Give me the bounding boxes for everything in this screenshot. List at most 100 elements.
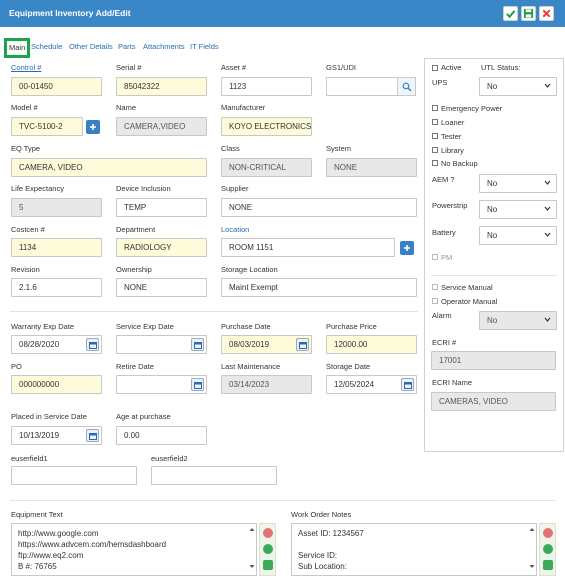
pm-checkbox[interactable] [432,254,438,260]
zoom-icon[interactable] [263,544,273,554]
placed-in-service-input[interactable]: 10/13/2019 [11,426,102,445]
location-add-button[interactable] [400,241,414,255]
aem-value: No [487,179,498,188]
tab-schedule[interactable]: Schedule [31,42,63,51]
chevron-down-icon [544,83,551,88]
model-input[interactable]: TVC-5100-2 [11,117,83,136]
storage-date-calendar-button[interactable] [401,378,414,391]
tab-attachments[interactable]: Attachments [143,42,185,51]
save-disk-button[interactable] [521,6,536,21]
loaner-label: Loaner [441,118,465,127]
device-inclusion-input[interactable]: TEMP [116,198,207,217]
active-checkbox[interactable] [432,65,438,71]
service-exp-input[interactable] [116,335,207,354]
title-bar: Equipment Inventory Add/Edit [0,0,565,27]
emergency-power-checkbox[interactable] [432,105,438,111]
service-manual-checkbox[interactable] [432,284,438,290]
service-exp-calendar-button[interactable] [191,338,204,351]
work-order-notes-area[interactable]: Asset ID: 1234567 Service ID: Sub Locati… [291,523,537,576]
clock-icon[interactable] [543,528,553,538]
location-label[interactable]: Location [221,225,250,234]
placed-in-service-calendar-button[interactable] [86,429,99,442]
supplier-input[interactable]: NONE [221,198,417,217]
no-backup-checkbox[interactable] [432,160,438,166]
loaner-checkbox[interactable] [432,119,438,125]
po-input[interactable]: 000000000 [11,375,102,394]
control-input[interactable]: 00-01450 [11,77,102,96]
aem-label: AEM ? [432,175,455,184]
list-icon[interactable] [263,560,273,570]
work-order-notes-line [298,539,530,550]
system-label: System [326,144,352,153]
powerstrip-value: No [487,205,498,214]
alarm-select[interactable]: No [479,311,557,330]
battery-select[interactable]: No [479,226,557,245]
last-maintenance-label: Last Maintenance [221,362,281,371]
euserfield1-input[interactable] [11,466,137,485]
purchase-date-calendar-button[interactable] [296,338,309,351]
ecri-no-input: 17001 [431,351,556,370]
pm-label: PM [441,253,453,262]
asset-input[interactable]: 1123 [221,77,312,96]
zoom-icon[interactable] [543,544,553,554]
list-icon[interactable] [543,560,553,570]
age-at-purchase-label: Age at purchase [116,412,171,421]
scrollbar-icon[interactable] [249,527,255,573]
tab-other-details[interactable]: Other Details [69,42,113,51]
manufacturer-label: Manufacturer [221,103,266,112]
location-input[interactable]: ROOM 1151 [221,238,395,257]
scrollbar-icon[interactable] [529,527,535,573]
control-label[interactable]: Control # [11,63,42,72]
alarm-label: Alarm [432,311,452,320]
system-input: NONE [326,158,417,177]
serial-input[interactable]: 85042322 [116,77,207,96]
euserfield1-label: euserfield1 [11,454,48,463]
age-at-purchase-input[interactable]: 0.00 [116,426,207,445]
manufacturer-input[interactable]: KOYO ELECTRONICS [221,117,312,136]
operator-manual-checkbox[interactable] [432,298,438,304]
model-add-button[interactable] [86,120,100,134]
clock-icon[interactable] [263,528,273,538]
eqtype-input[interactable]: CAMERA, VIDEO [11,158,207,177]
storage-location-input[interactable]: Maint Exempt [221,278,417,297]
save-check-button[interactable] [503,6,518,21]
serial-label: Serial # [116,63,142,72]
warranty-exp-calendar-button[interactable] [86,338,99,351]
chevron-down-icon [544,206,551,211]
tab-parts[interactable]: Parts [118,42,136,51]
tab-it-fields[interactable]: IT Fields [190,42,219,51]
operator-manual-label: Operator Manual [441,297,498,306]
gsudi-search-button[interactable] [397,77,416,96]
library-checkbox[interactable] [432,147,438,153]
alarm-value: No [487,316,498,325]
purchase-date-label: Purchase Date [221,322,271,331]
euserfield2-input[interactable] [151,466,277,485]
aem-select[interactable]: No [479,174,557,193]
utl-status-select[interactable]: No [479,77,557,96]
work-order-notes-line: Sub Location: [298,562,347,571]
search-icon [402,82,411,91]
tester-checkbox[interactable] [432,133,438,139]
costcen-input[interactable]: 1134 [11,238,102,257]
tab-main[interactable]: Main [4,38,31,58]
powerstrip-select[interactable]: No [479,200,557,219]
utl-status-label: UTL Status: [481,63,521,72]
purchase-date-input[interactable]: 08/03/2019 [221,335,312,354]
warranty-exp-input[interactable]: 08/28/2020 [11,335,102,354]
equipment-text-tools [259,523,276,576]
revision-input[interactable]: 2.1.6 [11,278,102,297]
equipment-text-area[interactable]: http://www.google.com https://www.advcem… [11,523,257,576]
gsudi-input[interactable] [326,77,398,96]
storage-date-input[interactable]: 12/05/2024 [326,375,417,394]
equipment-text-label: Equipment Text [11,510,63,519]
retire-date-calendar-button[interactable] [191,378,204,391]
battery-label: Battery [432,228,456,237]
purchase-price-input[interactable]: 12000.00 [326,335,417,354]
retire-date-input[interactable] [116,375,207,394]
section-divider [10,311,418,312]
ownership-input[interactable]: NONE [116,278,207,297]
department-input[interactable]: RADIOLOGY [116,238,207,257]
work-order-notes-line: Asset ID: 1234567 [298,529,364,538]
service-exp-label: Service Exp Date [116,322,174,331]
close-button[interactable] [539,6,554,21]
